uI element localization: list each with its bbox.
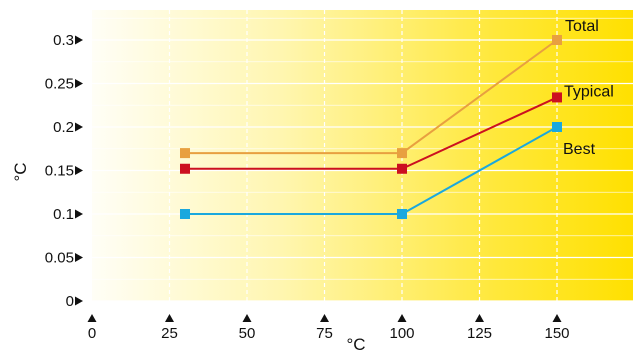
series-label-typical: Typical bbox=[564, 83, 614, 100]
y-tick-marker bbox=[75, 79, 83, 88]
series-label-total: Total bbox=[565, 18, 599, 35]
y-axis-label: °C bbox=[11, 162, 30, 181]
y-tick-marker bbox=[75, 166, 83, 175]
x-tick-marker bbox=[87, 314, 97, 322]
data-point-total bbox=[397, 148, 407, 159]
y-tick-marker bbox=[75, 253, 83, 262]
y-tick-marker bbox=[75, 296, 83, 306]
data-point-best bbox=[180, 209, 190, 219]
series-label-best: Best bbox=[563, 141, 596, 158]
data-point-typical bbox=[552, 92, 562, 103]
x-tick-label: 75 bbox=[316, 325, 333, 342]
x-tick-marker bbox=[397, 314, 407, 322]
x-tick-label: 0 bbox=[88, 325, 96, 342]
data-point-best bbox=[397, 209, 407, 219]
x-tick-label: 125 bbox=[467, 325, 492, 342]
series-labels: Total Typical Best bbox=[563, 18, 614, 158]
x-tick-marker bbox=[552, 314, 562, 322]
y-tick-label: 0.2 bbox=[53, 119, 74, 136]
y-tick-marker bbox=[75, 35, 83, 45]
x-tick-marker bbox=[475, 314, 484, 322]
data-point-best bbox=[552, 122, 562, 132]
x-tick-label: 150 bbox=[544, 325, 569, 342]
y-tick-marker bbox=[75, 209, 83, 219]
data-point-typical bbox=[180, 163, 190, 174]
y-tick-label: 0 bbox=[66, 293, 74, 310]
data-point-total bbox=[552, 35, 562, 45]
data-point-total bbox=[180, 148, 190, 159]
y-tick-label: 0.3 bbox=[53, 32, 74, 49]
y-tick-label: 0.15 bbox=[45, 163, 74, 180]
y-tick-label: 0.05 bbox=[45, 250, 74, 267]
x-tick-label: 25 bbox=[161, 325, 178, 342]
data-series bbox=[180, 35, 562, 219]
x-axis-label: °C bbox=[346, 335, 365, 353]
y-tick-label: 0.25 bbox=[45, 76, 74, 93]
y-tick-label: 0.1 bbox=[53, 206, 74, 223]
x-axis-ticks: 0 25 50 75 100 125 150 bbox=[87, 314, 570, 342]
data-point-typical bbox=[397, 163, 407, 174]
y-tick-marker bbox=[75, 122, 83, 132]
x-tick-marker bbox=[242, 314, 252, 322]
x-tick-label: 100 bbox=[389, 325, 414, 342]
y-axis-ticks: 0 0.05 0.1 0.15 0.2 0.25 0.3 bbox=[45, 32, 83, 310]
x-tick-marker bbox=[165, 314, 174, 322]
x-tick-label: 50 bbox=[239, 325, 256, 342]
x-tick-marker bbox=[320, 314, 329, 322]
